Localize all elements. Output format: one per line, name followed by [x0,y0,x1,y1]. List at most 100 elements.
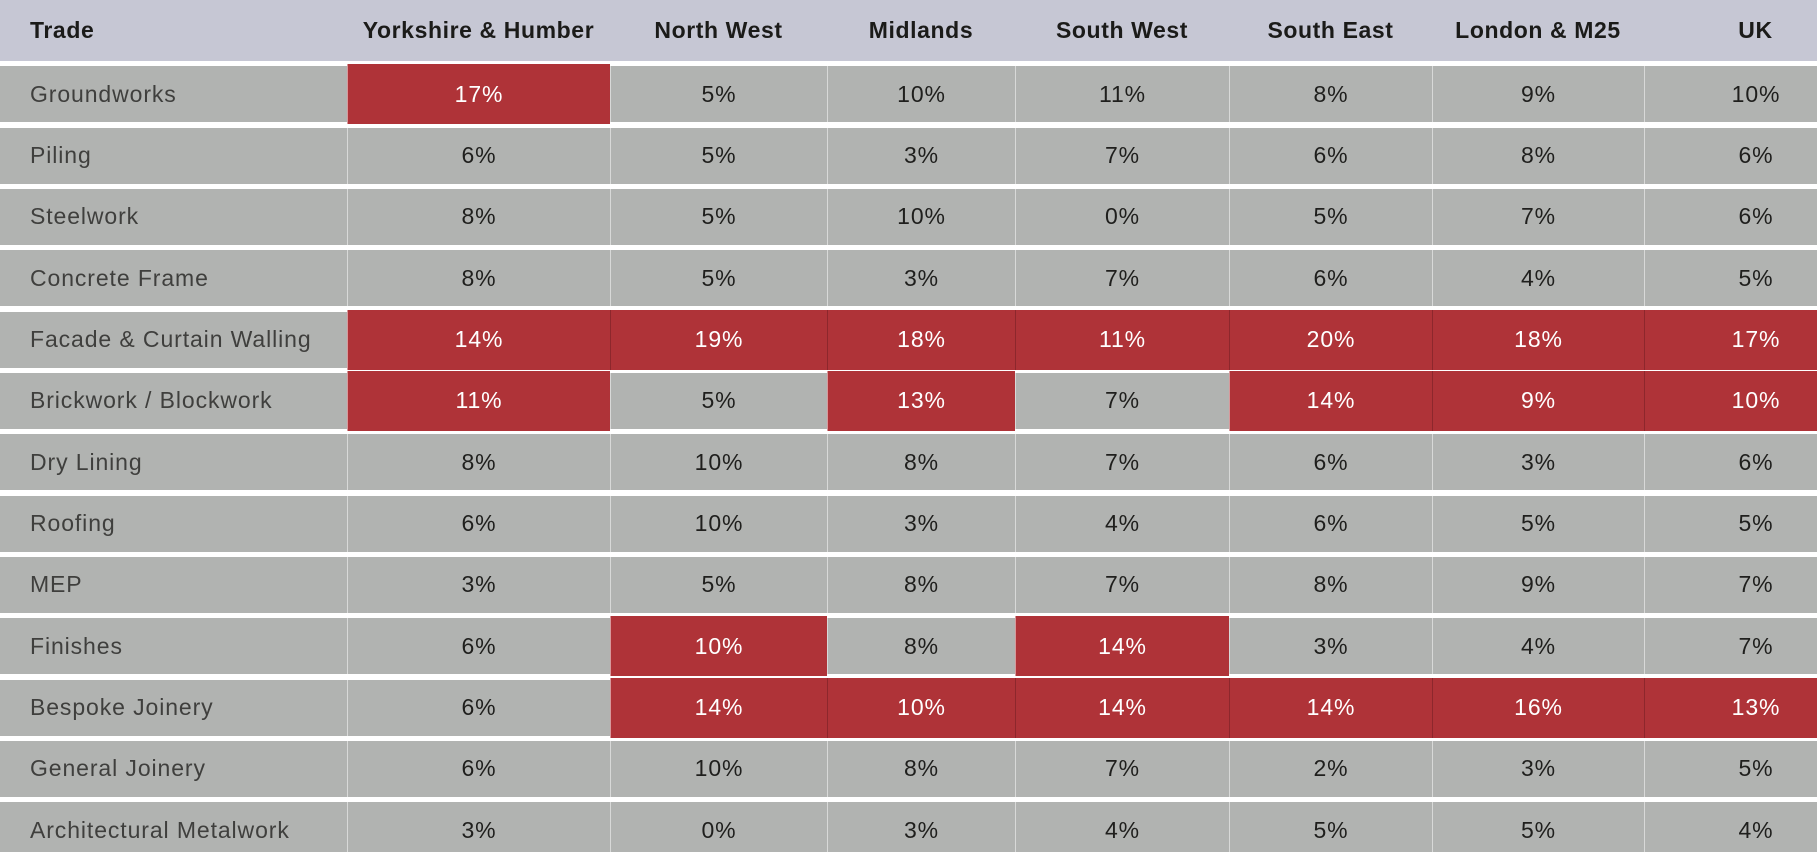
value-cell: 14% [610,677,827,738]
value-cell: 5% [1644,495,1820,552]
value-cell: 10% [610,495,827,552]
table-header-row: Trade Yorkshire & Humber North West Midl… [0,0,1820,61]
column-header-north-west: North West [654,17,783,43]
value-cell: 4% [1644,802,1820,852]
value-cell: 8% [347,188,610,245]
column-header-midlands: Midlands [868,17,974,43]
value-cell: 5% [1644,250,1820,307]
value-cell: 9% [1432,66,1644,123]
value-cell: 8% [347,434,610,491]
value-cell: 6% [347,679,610,736]
value-cell: 5% [610,250,827,307]
value-cell: 5% [1229,188,1432,245]
value-cell: 19% [610,309,827,370]
value-cell: 2% [1229,740,1432,797]
table-row: Groundworks 17% 5% 10% 11% 8% 9% 10% [0,64,1820,125]
value-cell: 14% [347,309,610,370]
trade-cell: General Joinery [0,740,347,797]
value-cell: 14% [1229,677,1432,738]
value-cell: 8% [1229,66,1432,123]
table-row: Bespoke Joinery 6% 14% 10% 14% 14% 16% 13% [0,677,1820,738]
table-row: Piling 6% 5% 3% 7% 6% 8% 6% [0,127,1820,184]
value-cell: 10% [827,188,1015,245]
table-row: Facade & Curtain Walling 14% 19% 18% 11% 20%… [0,309,1820,370]
value-cell: 6% [1229,434,1432,491]
value-cell: 3% [827,802,1015,852]
value-cell: 6% [1644,188,1820,245]
table-row: Roofing 6% 10% 3% 4% 6% 5% 5% [0,495,1820,552]
value-cell: 8% [827,618,1015,675]
table-row: Concrete Frame 8% 5% 3% 7% 6% 4% 5% [0,250,1820,307]
value-cell: 5% [1229,802,1432,852]
value-cell: 6% [347,127,610,184]
value-cell: 9% [1432,370,1644,431]
trade-cell: Facade & Curtain Walling [0,311,347,368]
trade-cell: Dry Lining [0,434,347,491]
value-cell: 17% [1644,309,1820,370]
value-cell: 8% [827,434,1015,491]
value-cell: 8% [347,250,610,307]
value-cell: 3% [827,250,1015,307]
value-cell: 7% [1015,127,1229,184]
value-cell: 5% [610,188,827,245]
trade-cell: Piling [0,127,347,184]
value-cell: 5% [610,556,827,613]
value-cell: 5% [1644,740,1820,797]
value-cell: 9% [1432,556,1644,613]
trade-cell: Finishes [0,618,347,675]
value-cell: 10% [610,740,827,797]
value-cell: 13% [827,370,1015,431]
value-cell: 10% [610,434,827,491]
value-cell: 3% [347,802,610,852]
value-cell: 8% [1229,556,1432,613]
value-cell: 7% [1015,250,1229,307]
value-cell: 4% [1432,250,1644,307]
value-cell: 6% [1644,127,1820,184]
value-cell: 18% [827,309,1015,370]
value-cell: 14% [1015,677,1229,738]
value-cell: 4% [1015,495,1229,552]
trade-cell: Steelwork [0,188,347,245]
column-header-south-east: South East [1267,17,1394,43]
value-cell: 16% [1432,677,1644,738]
value-cell: 13% [1644,677,1820,738]
value-cell: 3% [1432,740,1644,797]
value-cell: 6% [347,618,610,675]
value-cell: 20% [1229,309,1432,370]
value-cell: 5% [1432,802,1644,852]
value-cell: 14% [1015,616,1229,677]
column-header-uk: UK [1738,17,1773,43]
value-cell: 5% [610,66,827,123]
value-cell: 3% [1432,434,1644,491]
trade-cell: Architectural Metalwork [0,802,347,852]
value-cell: 4% [1015,802,1229,852]
value-cell: 8% [1432,127,1644,184]
column-header-london-m25: London & M25 [1455,17,1621,43]
trade-cell: Brickwork / Blockwork [0,372,347,429]
value-cell: 8% [827,556,1015,613]
value-cell: 7% [1015,740,1229,797]
column-header-trade: Trade [30,17,95,43]
trade-cell: MEP [0,556,347,613]
value-cell: 0% [610,802,827,852]
value-cell: 11% [347,370,610,431]
value-cell: 6% [347,495,610,552]
table-row: Dry Lining 8% 10% 8% 7% 6% 3% 6% [0,434,1820,491]
value-cell: 7% [1644,618,1820,675]
table-row: Steelwork 8% 5% 10% 0% 5% 7% 6% [0,188,1820,245]
table-body: Groundworks 17% 5% 10% 11% 8% 9% 10% Piling 6%… [0,64,1820,852]
right-margin [1817,0,1820,852]
value-cell: 14% [1229,370,1432,431]
table-row: MEP 3% 5% 8% 7% 8% 9% 7% [0,556,1820,613]
trade-cell: Roofing [0,495,347,552]
value-cell: 10% [1644,370,1820,431]
value-cell: 5% [1432,495,1644,552]
value-cell: 3% [1229,618,1432,675]
trade-cell: Bespoke Joinery [0,679,347,736]
value-cell: 6% [1229,495,1432,552]
value-cell: 5% [610,372,827,429]
column-header-south-west: South West [1055,17,1189,43]
value-cell: 4% [1432,618,1644,675]
trade-cell: Concrete Frame [0,250,347,307]
